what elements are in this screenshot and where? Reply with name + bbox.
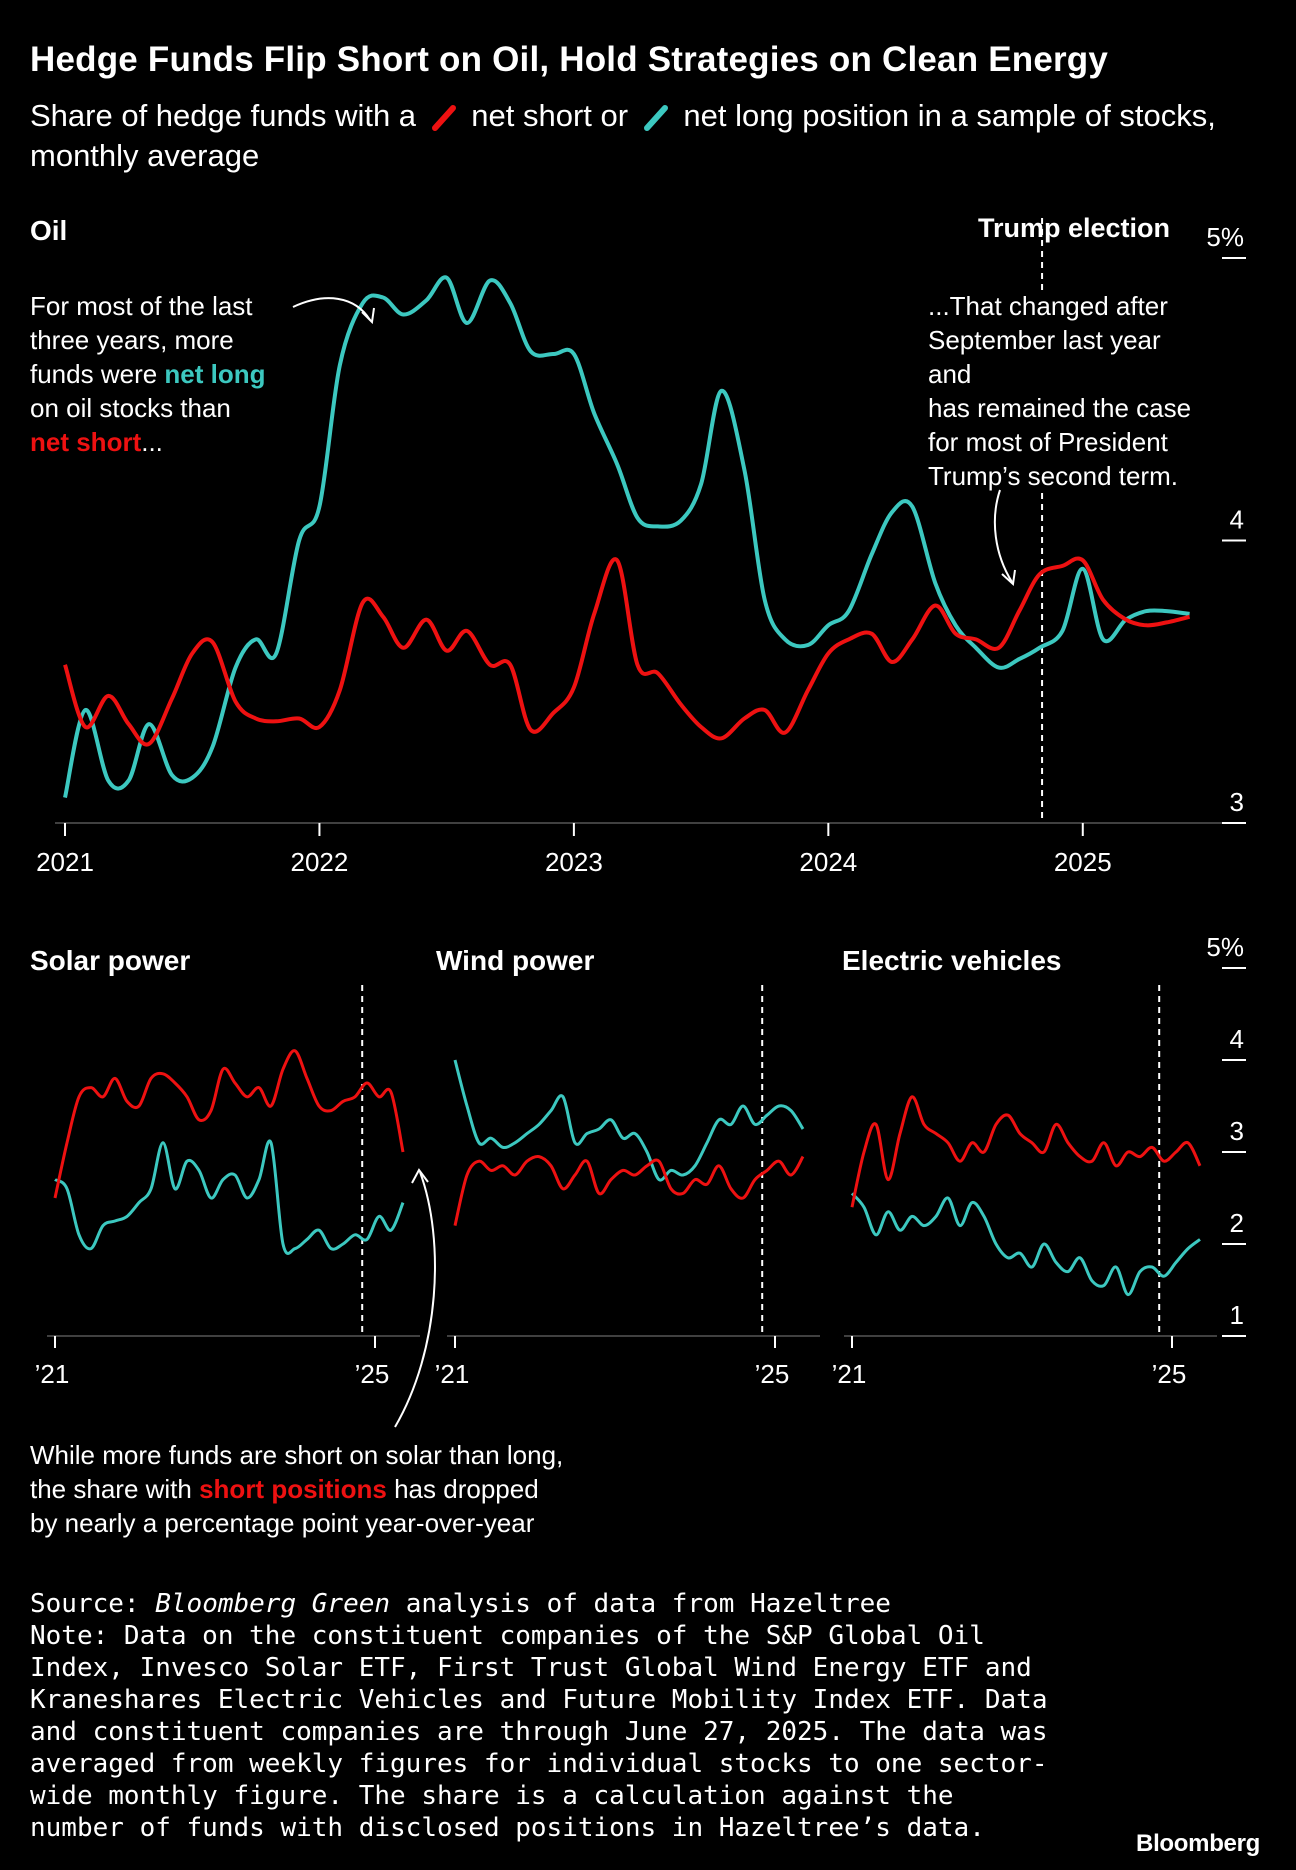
small-y-tick-label: 3	[1230, 1116, 1244, 1146]
oil-x-tick-label: 2023	[545, 847, 603, 877]
oil-left-annotation: For most of the last three years, more f…	[30, 291, 266, 457]
chart-title: Hedge Funds Flip Short on Oil, Hold Stra…	[30, 40, 1109, 79]
annotation-text: funds were	[30, 359, 164, 389]
oil-x-axis: 2021 2022 2023 2024 2025	[36, 823, 1112, 877]
election-label: Trump election	[978, 213, 1170, 243]
ev-x-tick-label: ’21	[832, 1359, 867, 1389]
solar-net-short-line	[53, 1049, 405, 1199]
ev-net-long-line	[850, 1192, 1201, 1297]
annotation-line: the share with short positions has dropp…	[30, 1474, 539, 1504]
ev-net-short-line	[850, 1095, 1202, 1208]
chart-subtitle: Share of hedge funds with a net short or…	[30, 96, 1250, 176]
annotation-net-long-text: net long	[164, 359, 265, 389]
solar-x-tick-label: ’25	[355, 1359, 390, 1389]
solar-net-long-line	[54, 1139, 405, 1255]
small-y-tick-label: 1	[1230, 1300, 1244, 1330]
wind-panel-title: Wind power	[436, 945, 595, 976]
small-multiples-y-axis: 1 2 3 4 5%	[1206, 932, 1246, 1337]
legend-label-short: net short or	[471, 98, 629, 133]
annotation-line: net short...	[30, 427, 163, 457]
annotation-text: the share with	[30, 1474, 199, 1504]
oil-x-tick-label: 2024	[799, 847, 857, 877]
oil-panel-title: Oil	[30, 215, 67, 246]
wind-net-short-line	[453, 1154, 805, 1226]
oil-right-annotation: ...That changed after September last yea…	[922, 290, 1222, 492]
solar-panel: Solar power ’21 ’25	[30, 945, 420, 1389]
short-legend-swatch	[431, 104, 456, 131]
oil-y-tick-label: 4	[1230, 505, 1244, 535]
oil-net-short-line	[63, 556, 1191, 747]
oil-net-long-line	[63, 275, 1190, 799]
long-legend-swatch	[643, 104, 668, 131]
wind-x-tick-label: ’25	[755, 1359, 790, 1389]
annotation-line: three years, more	[30, 325, 234, 355]
solar-panel-title: Solar power	[30, 945, 190, 976]
oil-y-axis: 3 4 5%	[1206, 222, 1246, 824]
oil-y-tick-label: 5%	[1206, 222, 1244, 252]
wind-panel: Wind power ’21 ’25	[435, 945, 820, 1389]
right-arrowhead-icon	[1001, 569, 1016, 587]
ev-panel: Electric vehicles ’21 ’25	[832, 945, 1217, 1389]
annotation-line: For most of the last	[30, 291, 253, 321]
left-arrowhead-icon	[361, 307, 375, 325]
annotation-line: for most of President	[928, 427, 1169, 457]
annotation-line: and	[928, 359, 971, 389]
source-note: Source: Bloomberg Green analysis of data…	[30, 1588, 1050, 1620]
solar-arrowhead-icon	[411, 1168, 429, 1184]
methodology-note: Note: Data on the constituent companies …	[30, 1621, 1048, 1843]
source-publication: Bloomberg Green	[155, 1589, 391, 1619]
annotation-line: ...That changed after	[928, 291, 1168, 321]
annotation-line: by nearly a percentage point year-over-y…	[30, 1508, 535, 1538]
ev-x-tick-label: ’25	[1152, 1359, 1187, 1389]
source-prefix: Source:	[30, 1589, 156, 1619]
annotation-short-positions-text: short positions	[199, 1474, 387, 1504]
oil-y-tick-label: 3	[1230, 787, 1244, 817]
oil-x-tick-label: 2021	[36, 847, 94, 877]
chart-canvas: Oil 3 4 5% 2021 2022 2023 2024 2025 Trump elec…	[30, 213, 1246, 1538]
oil-x-tick-label: 2022	[291, 847, 349, 877]
annotation-line: on oil stocks than	[30, 393, 231, 423]
source-suffix: analysis of data from Hazeltree	[390, 1589, 891, 1619]
small-y-tick-label: 2	[1230, 1208, 1244, 1238]
small-y-tick-label: 5%	[1206, 932, 1244, 962]
annotation-line: has remained the case	[928, 393, 1191, 423]
subtitle-part-3: net long position in a sample of stocks,…	[30, 98, 1216, 173]
solar-annotation: While more funds are short on solar than…	[30, 1440, 563, 1538]
annotation-text: has dropped	[387, 1474, 539, 1504]
wind-net-long-line	[453, 1059, 805, 1182]
annotation-line: While more funds are short on solar than…	[30, 1440, 563, 1470]
annotation-text: ...	[141, 427, 163, 457]
annotation-line: Trump’s second term.	[928, 461, 1178, 491]
subtitle-part-1: Share of hedge funds with a	[30, 98, 417, 133]
oil-panel: Oil 3 4 5% 2021 2022 2023 2024 2025 Trump elec…	[30, 213, 1246, 877]
left-arrow-icon	[292, 297, 371, 321]
bloomberg-logo: Bloomberg	[1136, 1830, 1260, 1857]
small-y-tick-label: 4	[1230, 1024, 1244, 1054]
annotation-net-short-text: net short	[30, 427, 142, 457]
footnotes: Source: Bloomberg Green analysis of data…	[30, 1588, 1050, 1844]
ev-panel-title: Electric vehicles	[842, 945, 1061, 976]
oil-x-tick-label: 2025	[1054, 847, 1112, 877]
solar-arrow-icon	[394, 1171, 436, 1428]
annotation-backdrop	[922, 290, 1222, 492]
wind-x-tick-label: ’21	[435, 1359, 470, 1389]
annotation-line: September last year	[928, 325, 1161, 355]
annotation-line: funds were net long	[30, 359, 266, 389]
right-arrow-icon	[993, 489, 1013, 583]
solar-x-tick-label: ’21	[35, 1359, 70, 1389]
